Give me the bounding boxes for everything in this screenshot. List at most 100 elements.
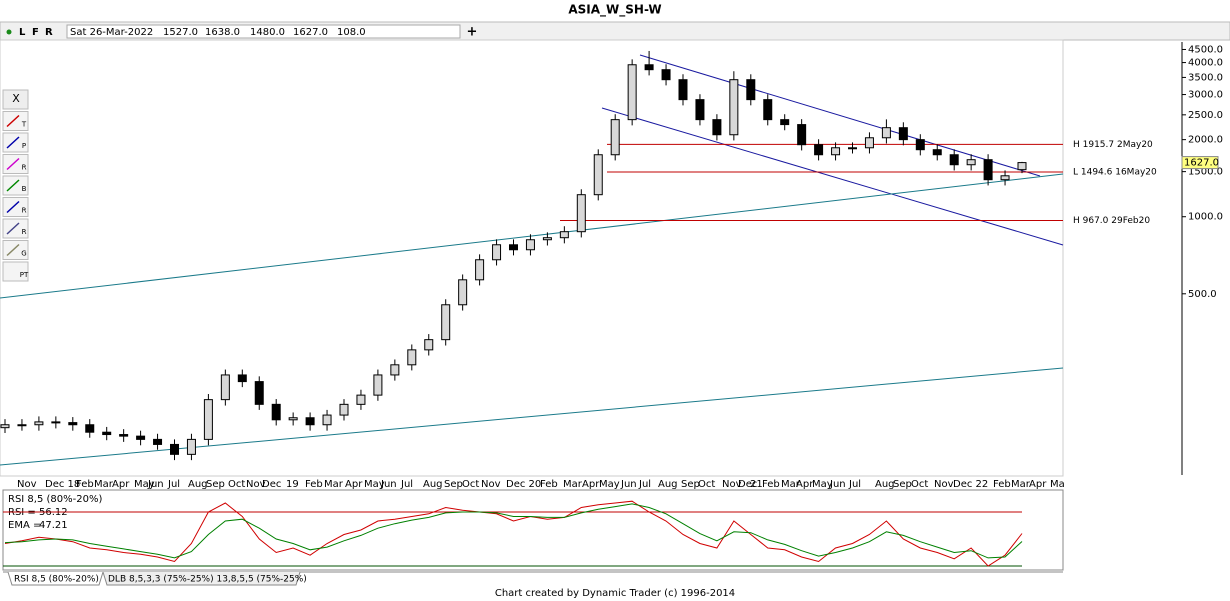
candle-body: [576, 194, 586, 233]
candle-body: [254, 381, 264, 405]
x-tick-label: Oct: [698, 479, 715, 490]
quote-high: 1638.0: [205, 27, 240, 38]
tab-rsi-label: RSI 8,5 (80%-20%): [14, 575, 99, 585]
tool-button[interactable]: [2, 218, 29, 239]
x-tick-label: Apr: [1029, 479, 1047, 490]
quote-close: 1627.0: [293, 27, 328, 38]
tool-icon: [6, 136, 20, 149]
tool-button[interactable]: [2, 111, 29, 131]
x-tick-label: Dec 18: [45, 479, 80, 490]
last-price-label: 1627.0: [1184, 158, 1219, 169]
candle-body: [780, 119, 790, 126]
candle-body: [864, 137, 874, 149]
x-tick-label: Dec 20: [506, 479, 541, 490]
candle-body: [102, 431, 112, 436]
tool-label: R: [22, 207, 27, 215]
x-tick-label: Feb: [76, 479, 94, 490]
tool-button[interactable]: [2, 132, 29, 153]
candle-body: [831, 147, 841, 156]
candle-body: [1000, 175, 1010, 181]
candle-body: [136, 435, 146, 440]
x-tick-label: Oct: [228, 479, 245, 490]
y-tick-label: 1000.0: [1188, 212, 1223, 223]
candle-body: [85, 424, 95, 433]
quote-date: Sat 26-Mar-2022: [70, 27, 153, 38]
tool-button[interactable]: [2, 175, 29, 196]
x-tick-label: Dec 22: [953, 479, 988, 490]
x-tick-label: 19: [286, 479, 299, 490]
window-title: ASIA_W_SH-W: [568, 3, 661, 18]
candle-body: [288, 417, 298, 421]
candle-body: [475, 259, 485, 281]
tab-dlb-label: DLB 8,5,3,3 (75%-25%) 13,8,5,5 (75%-25%): [108, 575, 307, 585]
x-tick-label: Jun: [829, 479, 846, 490]
tool-label: P: [22, 142, 26, 150]
x-tick-label: Aug: [188, 479, 208, 490]
candle-body: [407, 349, 417, 366]
tool-label: PT: [20, 271, 29, 279]
ema-legend-value: 47.21: [39, 520, 68, 531]
x-tick-label: Aug: [423, 479, 443, 490]
x-tick-label: Sep: [681, 479, 700, 490]
tool-button[interactable]: [2, 261, 29, 282]
button-l[interactable]: L: [19, 27, 26, 38]
candle-body: [627, 64, 637, 121]
x-tick-label: Nov: [481, 479, 501, 490]
x-tick-label: Apr: [796, 479, 814, 490]
x-tick-label: Sep: [206, 479, 225, 490]
x-tick-label: Dec: [738, 479, 757, 490]
candle-body: [644, 64, 654, 71]
tool-icon: [6, 157, 20, 171]
candle-body: [0, 424, 10, 429]
tool-button[interactable]: [2, 89, 29, 110]
y-tick-label: 500.0: [1188, 289, 1217, 300]
candle-body: [119, 434, 129, 437]
tool-icon: [6, 200, 20, 214]
tool-label: R: [22, 228, 27, 236]
x-tick-label: May: [134, 479, 155, 490]
tool-icon: [6, 114, 20, 128]
tool-label: R: [22, 164, 27, 172]
tool-button[interactable]: [2, 154, 29, 174]
tool-button[interactable]: [2, 197, 29, 217]
button-r[interactable]: R: [45, 27, 53, 38]
button-f[interactable]: F: [32, 27, 39, 38]
candle-body: [542, 237, 552, 241]
tab-rsi[interactable]: [7, 571, 104, 586]
y-tick-label: 3000.0: [1188, 90, 1223, 101]
candle-body: [915, 139, 925, 151]
tab-dlb[interactable]: [102, 571, 301, 586]
x-tick-label: May: [812, 479, 833, 490]
x-tick-label: Apr: [112, 479, 130, 490]
x-tick-label: Dec: [262, 479, 281, 490]
x-tick-label: Feb: [993, 479, 1011, 490]
x-tick-label: Jul: [848, 479, 861, 490]
tool-icon: [6, 243, 20, 257]
ema-legend-name: EMA =: [8, 520, 41, 531]
tool-label: B: [22, 185, 27, 193]
add-button[interactable]: +: [467, 25, 478, 40]
x-tick-label: Jul: [638, 479, 651, 490]
tool-label: X: [12, 92, 20, 105]
tool-button[interactable]: [2, 240, 29, 260]
status-dot: [6, 29, 12, 35]
x-tick-label: Nov: [17, 479, 37, 490]
quote-low: 1480.0: [250, 27, 285, 38]
candle-body: [203, 399, 213, 440]
candle-body: [949, 154, 959, 166]
x-tick-label: Mar: [324, 479, 344, 490]
rsi-title: RSI 8,5 (80%-20%): [8, 494, 102, 505]
candle-body: [17, 424, 27, 427]
tool-icon: [6, 179, 20, 192]
candle-body: [525, 239, 535, 251]
x-tick-label: Sep: [444, 479, 463, 490]
x-tick-label: Nov: [722, 479, 742, 490]
level-label: L 1494.6 16May20: [1073, 168, 1157, 178]
candle-body: [763, 99, 773, 121]
candle-body: [68, 422, 78, 426]
x-tick-label: Jun: [380, 479, 397, 490]
x-tick-label: Jul: [167, 479, 180, 490]
candle-body: [153, 438, 163, 445]
candle-body: [966, 159, 976, 166]
candle-body: [593, 154, 603, 196]
